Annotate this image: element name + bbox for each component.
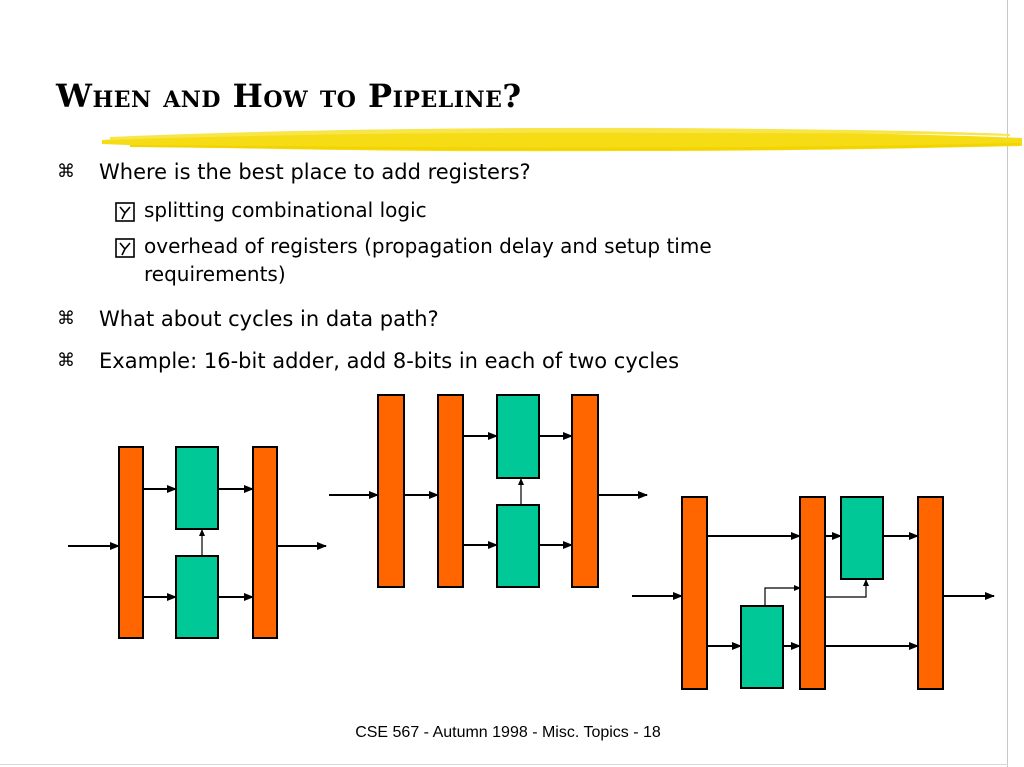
checkbox-y-icon (115, 202, 135, 222)
diagram-1-adder-lower (175, 555, 219, 639)
diagram-3-register-1 (681, 496, 708, 690)
diagram-3-register-3 (917, 496, 944, 690)
slide-edge-bottom (0, 764, 1008, 765)
diagram-2-pipelined-registers-before (329, 394, 648, 588)
command-key-icon: ⌘ (57, 161, 75, 182)
bullet-2: ⌘ What about cycles in data path? (57, 305, 757, 333)
diagram-2-register-1 (377, 394, 405, 588)
diagram-1-adder-upper (175, 446, 219, 530)
diagram-2-adder-upper (496, 394, 540, 479)
diagram-3-register-2 (799, 496, 826, 690)
command-key-icon: ⌘ (57, 350, 75, 371)
slide-edge-right (1007, 0, 1008, 767)
diagram-3-pipelined-split-adder (632, 496, 995, 690)
sub-bullet-2-text: overhead of registers (propagation delay… (144, 234, 712, 286)
command-key-icon: ⌘ (57, 308, 75, 329)
sub-bullet-1-text: splitting combinational logic (144, 198, 427, 222)
sub-bullet-1: splitting combinational logic (115, 196, 845, 224)
bullet-3: ⌘ Example: 16-bit adder, add 8-bits in e… (57, 347, 797, 375)
diagram-1-register-left (118, 446, 144, 639)
diagram-2-register-2 (437, 394, 464, 588)
diagram-1-unpipelined (68, 446, 327, 639)
diagram-1-register-right (252, 446, 278, 639)
diagram-3-adder-lower (740, 605, 784, 689)
diagram-3-carry-to-register (764, 585, 801, 606)
slide-title: When and How to Pipeline? (56, 77, 522, 115)
diagram-2-register-3 (571, 394, 599, 588)
diagram-3-adder-upper (840, 496, 884, 580)
bullet-2-text: What about cycles in data path? (99, 307, 439, 331)
bullet-1-text: Where is the best place to add registers… (99, 160, 531, 184)
checkbox-y-icon (115, 238, 135, 258)
diagram-2-adder-lower (496, 504, 540, 588)
bullet-1: ⌘ Where is the best place to add registe… (57, 158, 757, 186)
bullet-3-text: Example: 16-bit adder, add 8-bits in eac… (99, 349, 680, 373)
slide-footer: CSE 567 - Autumn 1998 - Misc. Topics - 1… (355, 724, 661, 741)
sub-bullet-2: overhead of registers (propagation delay… (115, 232, 845, 290)
diagram-3-carry-to-upper-adder (825, 579, 869, 598)
title-underline-brush-stroke (102, 127, 1022, 152)
